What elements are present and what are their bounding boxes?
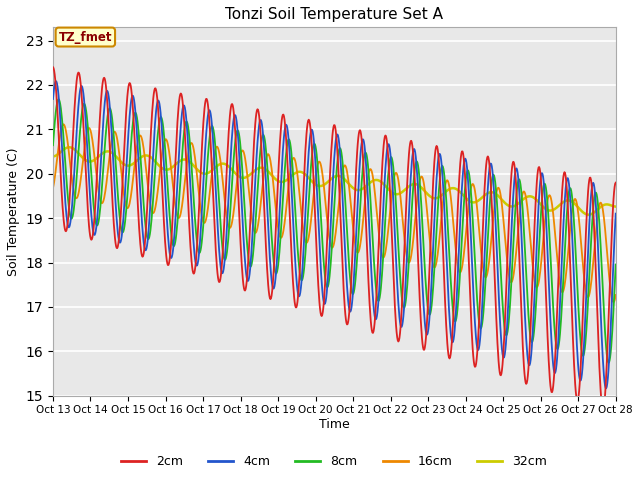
8cm	[499, 300, 506, 306]
32cm	[298, 169, 305, 175]
4cm	[298, 280, 305, 286]
16cm	[49, 185, 57, 191]
2cm	[488, 202, 495, 207]
X-axis label: Time: Time	[319, 418, 349, 431]
4cm	[499, 351, 506, 357]
2cm	[276, 130, 284, 136]
16cm	[436, 230, 444, 236]
32cm	[65, 144, 73, 150]
Legend: 2cm, 4cm, 8cm, 16cm, 32cm: 2cm, 4cm, 8cm, 16cm, 32cm	[116, 450, 552, 473]
4cm	[602, 385, 610, 391]
2cm	[599, 406, 607, 412]
2cm	[107, 158, 115, 164]
Title: Tonzi Soil Temperature Set A: Tonzi Soil Temperature Set A	[225, 7, 444, 22]
32cm	[107, 149, 115, 155]
2cm	[612, 180, 620, 186]
16cm	[60, 121, 67, 127]
16cm	[499, 207, 506, 213]
2cm	[297, 246, 305, 252]
8cm	[55, 96, 63, 102]
4cm	[107, 120, 115, 125]
Line: 32cm: 32cm	[53, 147, 616, 215]
32cm	[612, 204, 620, 209]
32cm	[277, 179, 285, 185]
2cm	[49, 64, 57, 70]
Line: 2cm: 2cm	[53, 67, 616, 409]
16cm	[612, 292, 620, 298]
Text: TZ_fmet: TZ_fmet	[59, 31, 112, 44]
4cm	[49, 96, 57, 102]
4cm	[612, 211, 620, 216]
Line: 8cm: 8cm	[53, 99, 616, 363]
32cm	[585, 212, 593, 217]
16cm	[107, 142, 115, 148]
Line: 16cm: 16cm	[53, 124, 616, 302]
16cm	[488, 225, 496, 231]
8cm	[605, 360, 612, 366]
4cm	[52, 78, 60, 84]
8cm	[277, 225, 285, 231]
32cm	[436, 193, 444, 199]
Y-axis label: Soil Temperature (C): Soil Temperature (C)	[7, 147, 20, 276]
16cm	[610, 299, 618, 305]
8cm	[49, 143, 57, 148]
32cm	[49, 154, 57, 159]
32cm	[499, 198, 506, 204]
4cm	[436, 151, 444, 157]
8cm	[488, 175, 496, 180]
Line: 4cm: 4cm	[53, 81, 616, 388]
32cm	[488, 190, 496, 195]
16cm	[277, 235, 285, 240]
2cm	[436, 167, 444, 172]
8cm	[436, 175, 444, 180]
8cm	[298, 277, 305, 283]
4cm	[277, 178, 285, 184]
16cm	[298, 211, 305, 216]
8cm	[107, 108, 115, 114]
2cm	[498, 367, 506, 373]
4cm	[488, 168, 496, 173]
8cm	[612, 262, 620, 267]
